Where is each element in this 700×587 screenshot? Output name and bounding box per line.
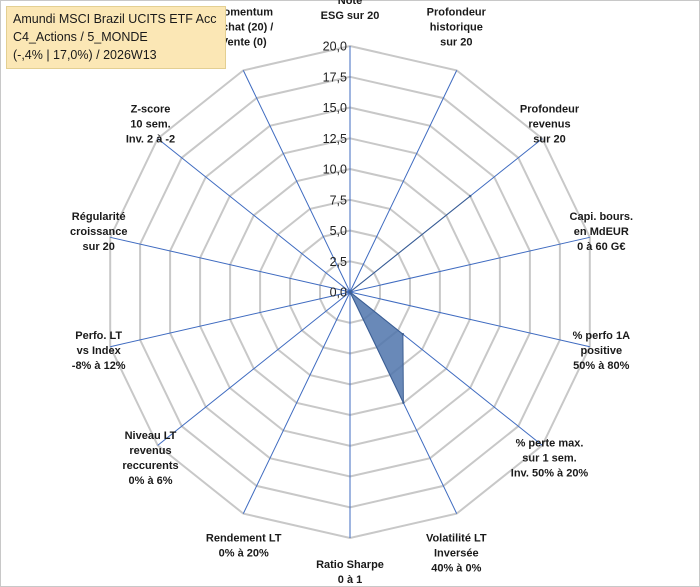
category-label-line: Z-score: [131, 103, 171, 115]
category-label: Rendement LT 0% à 20%: [206, 533, 282, 560]
category-label-line: % perfo 1A: [573, 330, 631, 342]
radial-tick-labels: 0,0 2,5 5,0 7,5 10,0 12,5 15,0 17,5 20,0: [323, 40, 347, 300]
category-labels: Note ESG sur 20 Profondeur historique sur 20…: [70, 0, 633, 586]
category-label: Ratio Sharpe 0 à 1: [316, 559, 384, 586]
tick-label: 15,0: [323, 101, 347, 115]
tick-label: 7,5: [330, 193, 347, 207]
category-label: Volatilité LT Inversée 40% à 0%: [426, 533, 487, 575]
series-point: [348, 290, 352, 294]
category-label-line: en MdEUR: [574, 226, 629, 238]
category-label: Capi. bours. en MdEUR 0 à 60 G€: [570, 211, 634, 253]
category-label-line: % perte max.: [516, 438, 584, 450]
category-label-line: 0 à 1: [338, 574, 362, 586]
category-label-line: Inv. 2 à -2: [126, 133, 175, 145]
category-label-line: revenus: [129, 445, 171, 457]
category-label-line: ESG sur 20: [321, 10, 380, 22]
category-label-line: Niveau LT: [125, 430, 177, 442]
category-label-line: Vente (0): [221, 37, 267, 49]
category-label-line: Achat (20) /: [214, 22, 273, 34]
category-label: Profondeur revenus sur 20: [520, 103, 580, 145]
axis-spoke: [110, 236, 351, 293]
category-label-line: historique: [430, 22, 483, 34]
category-label-line: reccurents: [122, 460, 178, 472]
tick-label: 0,0: [330, 286, 347, 300]
category-label-line: croissance: [70, 226, 127, 238]
axis-spoke: [349, 236, 590, 293]
category-label-line: Inversée: [434, 548, 479, 560]
series-point: [401, 333, 405, 336]
category-label-line: revenus: [528, 118, 570, 130]
category-label-line: Régularité: [72, 211, 126, 223]
category-label-line: -8% à 12%: [72, 360, 126, 372]
category-label: Momentum Achat (20) / Vente (0): [214, 7, 273, 49]
category-label: Perfo. LT vs Index -8% à 12%: [72, 330, 126, 372]
category-label: Profondeur historique sur 20: [427, 7, 487, 49]
title-line-1: Amundi MSCI Brazil UCITS ETF Acc: [13, 12, 217, 26]
axis-spoke: [242, 70, 351, 293]
category-label-line: 0% à 20%: [219, 548, 269, 560]
category-label: Niveau LT revenus reccurents 0% à 6%: [122, 430, 178, 487]
category-label-line: Perfo. LT: [75, 330, 122, 342]
category-label: Z-score 10 sem. Inv. 2 à -2: [126, 103, 175, 145]
tick-label: 2,5: [330, 255, 347, 269]
axis-spoke: [242, 291, 351, 514]
category-label-line: 0% à 6%: [128, 475, 172, 487]
category-label-line: sur 20: [82, 241, 114, 253]
axis-spoke: [110, 291, 351, 348]
category-label-line: sur 20: [533, 133, 565, 145]
category-label-line: Momentum: [214, 7, 273, 19]
tick-label: 20,0: [323, 40, 347, 54]
category-label-line: 50% à 80%: [573, 360, 629, 372]
category-label-line: Ratio Sharpe: [316, 559, 384, 571]
category-label-line: 40% à 0%: [431, 563, 481, 575]
series-point: [469, 194, 472, 198]
series-point: [402, 401, 405, 404]
category-label-line: Note: [338, 0, 362, 7]
title-line-3: (-,4% | 17,0%) / 2026W13: [13, 48, 157, 62]
category-label-line: sur 20: [440, 37, 472, 49]
category-label-line: sur 1 sem.: [522, 453, 576, 465]
tick-label: 10,0: [323, 163, 347, 177]
category-label-line: 0 à 60 G€: [577, 241, 625, 253]
chart-title-box: Amundi MSCI Brazil UCITS ETF Acc C4_Acti…: [6, 6, 226, 69]
axis-spoke: [349, 291, 590, 348]
series-area: [349, 195, 471, 404]
axis-spoke: [349, 70, 458, 293]
category-label-line: 10 sem.: [130, 118, 170, 130]
title-line-2: C4_Actions / 5_MONDE: [13, 30, 148, 44]
category-label-line: Capi. bours.: [570, 211, 634, 223]
category-label: % perfo 1A positive 50% à 80%: [573, 330, 631, 372]
category-label: Note ESG sur 20: [321, 0, 380, 22]
category-label: Régularité croissance sur 20: [70, 211, 127, 253]
category-label-line: vs Index: [77, 345, 122, 357]
tick-label: 5,0: [330, 224, 347, 238]
category-label-line: Volatilité LT: [426, 533, 487, 545]
radar-series: [348, 194, 472, 404]
category-label: % perte max. sur 1 sem. Inv. 50% à 20%: [511, 438, 589, 480]
category-label-line: Profondeur: [427, 7, 487, 19]
category-label-line: Inv. 50% à 20%: [511, 468, 589, 480]
tick-label: 17,5: [323, 70, 347, 84]
axis-spoke: [157, 138, 351, 293]
category-label-line: Profondeur: [520, 103, 580, 115]
category-label-line: Rendement LT: [206, 533, 282, 545]
tick-label: 12,5: [323, 132, 347, 146]
category-label-line: positive: [581, 345, 623, 357]
axis-spoke: [157, 291, 351, 446]
